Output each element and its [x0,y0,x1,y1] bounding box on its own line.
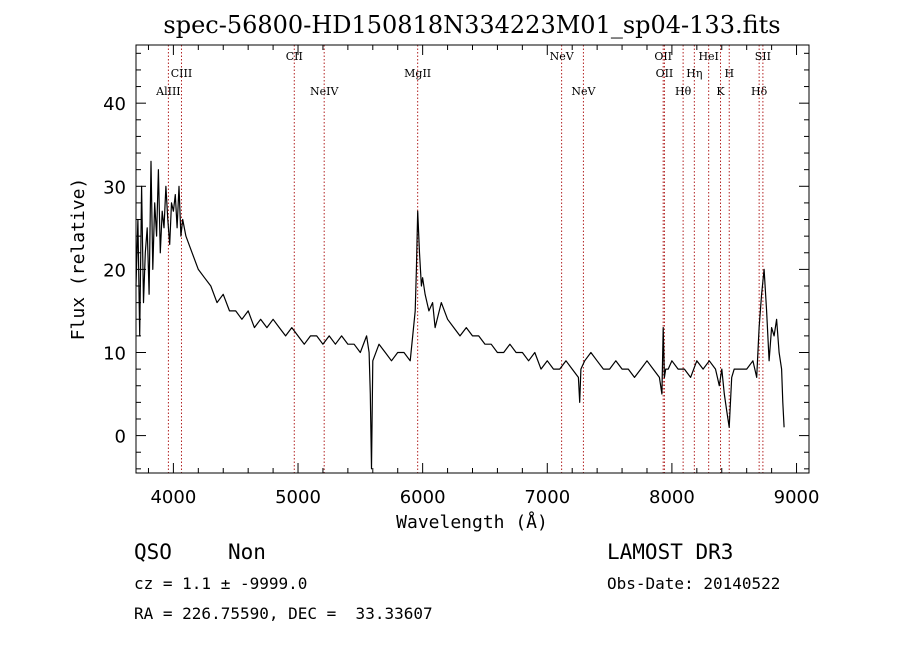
y-tick-label: 10 [103,343,126,364]
emission-line-label: SII [755,50,771,63]
plot-frame [135,44,810,474]
x-tick-label: 8000 [649,487,695,508]
obs-date: Obs-Date: 20140522 [607,574,781,593]
emission-line-markers: AlIIICIIICIINeIVMgIINeVNeVOIIOIIHθHηHeIK… [155,45,771,473]
emission-line-label: H [724,67,734,80]
y-tick-label: 0 [115,427,126,448]
x-axis-label: Wavelength (Å) [396,511,548,533]
emission-line-label: CIII [171,67,192,80]
spectrum-line [135,160,785,470]
emission-line-label: K [716,85,725,98]
x-tick-label: 4000 [150,487,196,508]
y-tick-label: 40 [103,94,126,115]
x-tick-label: 6000 [400,487,446,508]
survey-name: LAMOST DR3 [607,540,734,564]
emission-line-label: HeI [698,50,718,63]
emission-line-label: NeV [550,50,575,63]
emission-line-label: Hη [686,67,702,80]
chart-title: spec-56800-HD150818N334223M01_sp04-133.f… [163,11,780,39]
emission-line-label: OII [654,50,672,63]
emission-line-label: CII [286,50,303,63]
emission-line-label: OII [656,67,674,80]
emission-line-label: AlIII [155,85,181,98]
y-axis-label: Flux (relative) [68,178,89,341]
y-tick-label: 20 [103,260,126,281]
redshift-cz: cz = 1.1 ± -9999.0 [134,574,308,593]
emission-line-label: Hδ [751,85,768,98]
x-tick-label: 7000 [524,487,570,508]
axes: 4000 5000 6000 7000 8000 9000 0 10 20 30 40 [103,44,820,508]
x-tick-label: 5000 [275,487,321,508]
object-subclass: Non [228,540,266,564]
emission-line-label: MgII [404,67,431,80]
emission-line-label: Hθ [675,85,692,98]
emission-line-label: NeV [571,85,596,98]
y-tick-label: 30 [103,177,126,198]
object-class: QSO [134,540,172,564]
spectrum-series [135,160,785,470]
x-tick-label: 9000 [774,487,820,508]
coordinates: RA = 226.75590, DEC = 33.33607 [134,604,433,623]
emission-line-label: NeIV [310,85,339,98]
